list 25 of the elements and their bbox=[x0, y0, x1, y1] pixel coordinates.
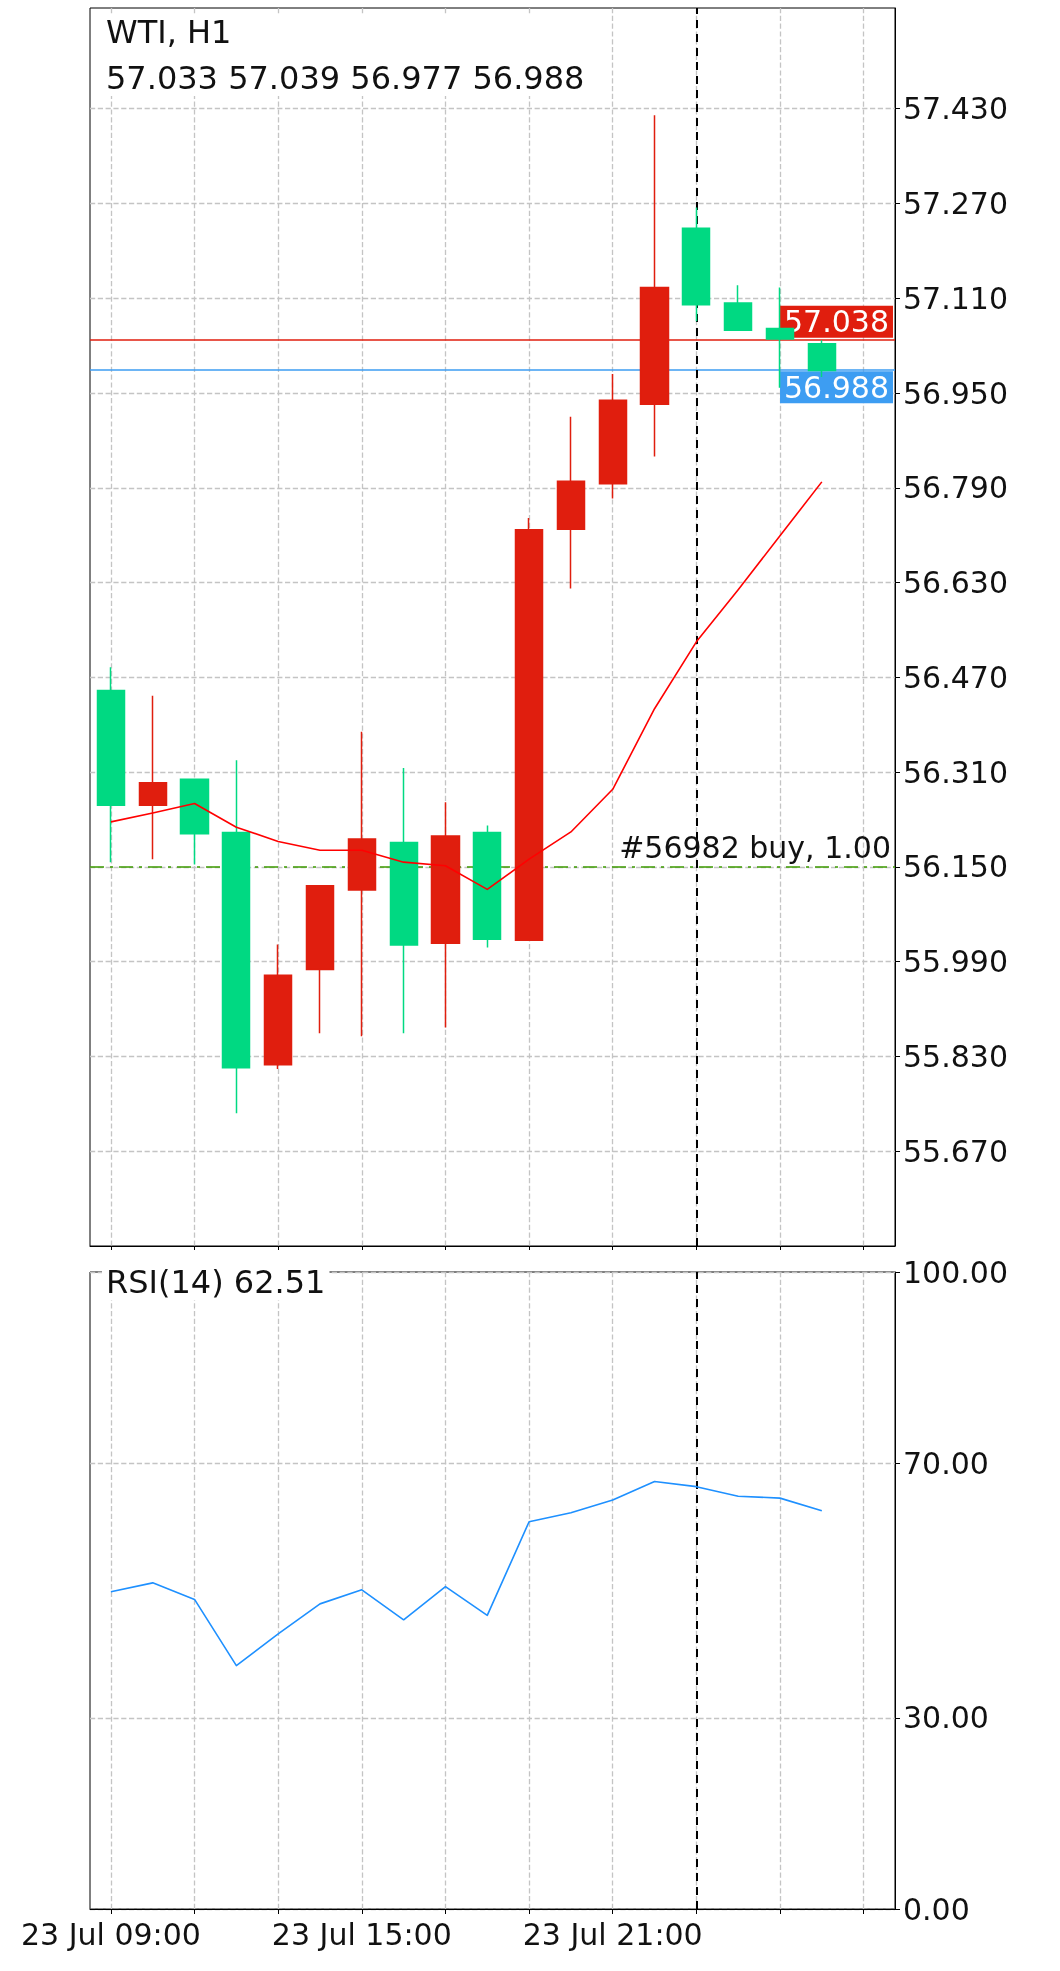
y-tick-label: 70.00 bbox=[903, 1445, 989, 1481]
y-tick-label: 56.470 bbox=[903, 659, 1008, 695]
y-tick-label: 30.00 bbox=[903, 1700, 989, 1736]
chart-title: WTI, H1 bbox=[106, 13, 232, 51]
y-tick-label: 56.790 bbox=[903, 470, 1008, 506]
y-tick-label: 55.990 bbox=[903, 944, 1008, 980]
text: 57.033 57.039 56.977 56.988 bbox=[106, 59, 585, 97]
y-tick-label: 56.150 bbox=[903, 849, 1008, 885]
y-tick-label: 56.310 bbox=[903, 754, 1008, 790]
y-tick-label: 57.430 bbox=[903, 91, 1008, 127]
x-tick-label: 23 Jul 09:00 bbox=[20, 1916, 201, 1952]
y-tick-label: 56.630 bbox=[903, 565, 1008, 601]
y-tick-label: 57.110 bbox=[903, 280, 1008, 316]
x-tick-label: 23 Jul 21:00 bbox=[522, 1916, 703, 1952]
y-tick-label: 55.670 bbox=[903, 1133, 1008, 1169]
ref-line-label: 56.988 bbox=[784, 369, 889, 405]
chart-title: RSI(14) 62.51 bbox=[106, 1263, 326, 1301]
y-tick-label: 55.830 bbox=[903, 1038, 1008, 1074]
ref-line-label: 57.038 bbox=[784, 304, 889, 340]
y-tick-label: 100.00 bbox=[903, 1254, 1008, 1290]
y-tick-label: 57.270 bbox=[903, 185, 1008, 221]
y-tick-label: 0.00 bbox=[903, 1891, 970, 1927]
x-tick-label: 23 Jul 15:00 bbox=[271, 1916, 452, 1952]
y-tick-label: 56.950 bbox=[903, 375, 1008, 411]
ref-line-label: #56982 buy, 1.00 bbox=[619, 830, 891, 866]
